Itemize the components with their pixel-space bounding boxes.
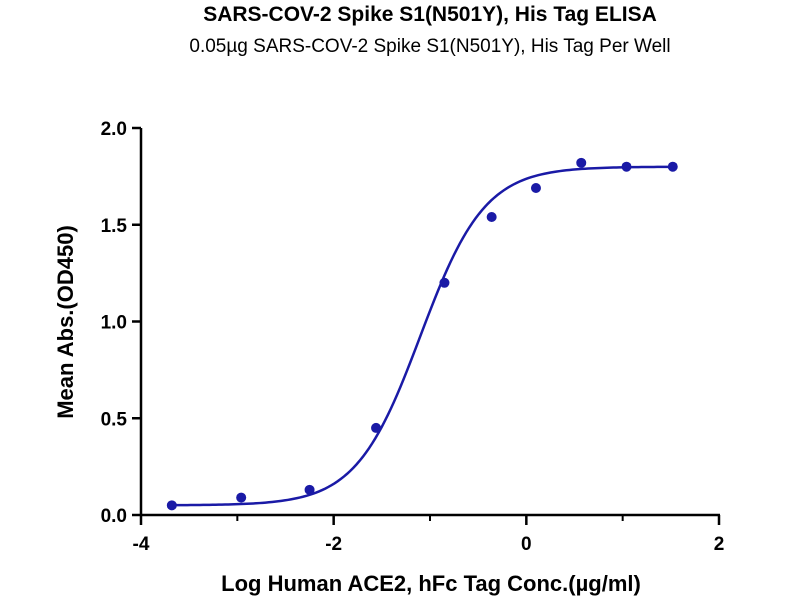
data-points-layer <box>166 157 678 511</box>
x-tick-label: 2 <box>714 534 725 555</box>
data-point <box>371 422 382 433</box>
data-point <box>486 212 497 223</box>
chart-title: SARS-COV-2 Spike S1(N501Y), His Tag ELIS… <box>203 3 657 26</box>
data-point <box>166 500 177 511</box>
data-point <box>576 157 587 168</box>
y-axis-title: Mean Abs.(OD450) <box>53 225 78 419</box>
fit-curve <box>171 165 673 507</box>
data-point <box>236 492 247 503</box>
x-tick-label: -4 <box>133 534 150 555</box>
data-point <box>439 277 450 288</box>
y-tick-label: 2.0 <box>101 119 127 140</box>
y-tick-label: 0.5 <box>101 409 128 430</box>
y-tick-label: 1.0 <box>101 313 127 334</box>
x-axis-title: Log Human ACE2, hFc Tag Conc.(µg/ml) <box>221 571 641 596</box>
data-point <box>621 161 632 172</box>
y-tick-label: 1.5 <box>101 216 128 237</box>
chart-subtitle: 0.05µg SARS-COV-2 Spike S1(N501Y), His T… <box>189 36 671 57</box>
data-point <box>667 161 678 172</box>
data-point <box>530 182 541 193</box>
x-tick-label: 0 <box>521 534 532 555</box>
axes: 0.0 0.5 1.0 1.5 2.0 -4 -2 0 2 <box>101 119 725 555</box>
x-tick-label: -2 <box>325 534 342 555</box>
y-tick-label: 0.0 <box>101 506 127 527</box>
data-point <box>304 484 315 495</box>
fit-curve-layer <box>171 165 673 507</box>
